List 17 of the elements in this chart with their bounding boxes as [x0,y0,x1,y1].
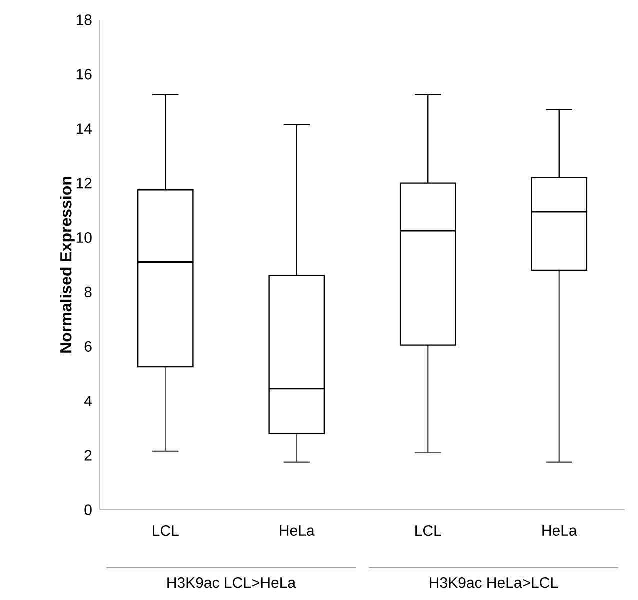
y-tick-label: 2 [84,450,92,461]
y-tick-label: 4 [84,396,92,406]
y-tick-label: 6 [84,341,92,352]
y-tick-label: 8 [84,286,92,298]
y-tick-label: 10 [76,232,92,244]
y-tick-label: 16 [76,69,92,80]
y-tick-label: 0 [84,504,92,516]
y-tick-label: 18 [76,14,92,26]
text: H3K9ac LCL>HeLa [168,578,296,588]
x-tick-label: HeLa [542,526,578,536]
y-tick-label: 12 [76,178,92,189]
x-tick-label: LCL [153,526,179,536]
y-tick-label: 14 [76,124,92,134]
x-tick-label: LCL [416,526,442,536]
text: H3K9ac HeLa>LCL [430,578,558,588]
y-axis-title: Normalised Expression [60,177,75,353]
x-tick-label: HeLa [280,526,315,536]
